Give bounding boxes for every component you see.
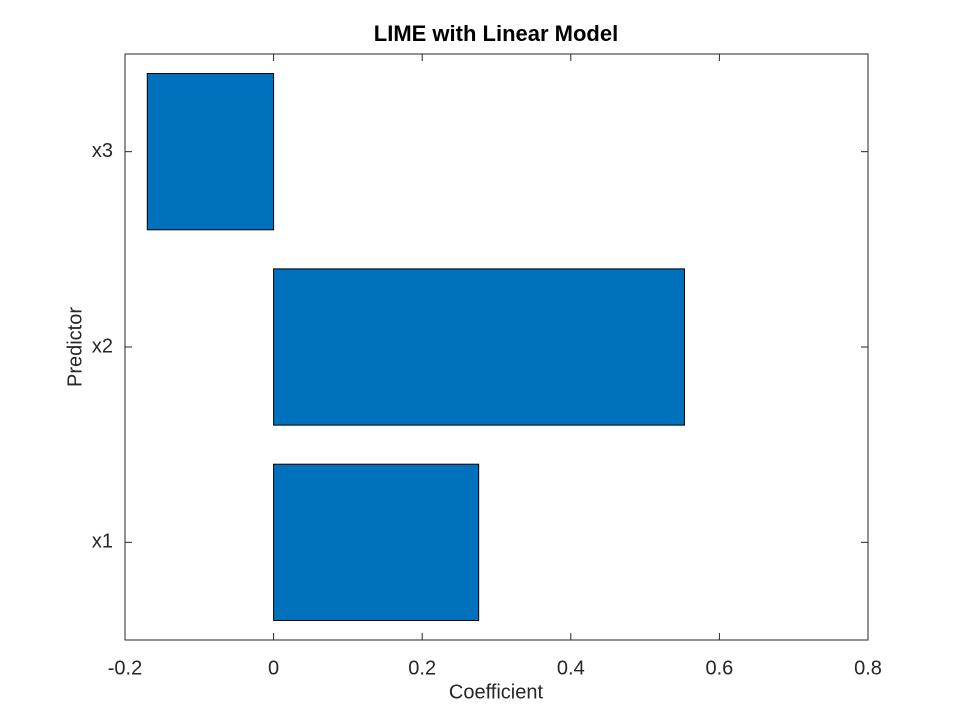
- axes-box: [124, 53, 869, 641]
- x-tick-label: 0: [268, 657, 279, 679]
- x-tick-label: 0.2: [408, 657, 436, 679]
- x-tick-label: -0.2: [108, 657, 142, 679]
- bar: [146, 73, 275, 231]
- x-tick-label: 0.6: [705, 657, 733, 679]
- x-axis-label: Coefficient: [449, 681, 544, 703]
- y-tick-label: x2: [92, 335, 113, 357]
- x-tick-label: 0.4: [557, 657, 585, 679]
- chart-title: LIME with Linear Model: [374, 21, 618, 46]
- y-tick-label: x1: [92, 531, 113, 553]
- x-tick-label: 0.8: [854, 657, 882, 679]
- bar: [273, 463, 480, 621]
- y-tick-label: x3: [92, 140, 113, 162]
- y-axis-label: Predictor: [64, 307, 86, 387]
- bar: [273, 268, 685, 426]
